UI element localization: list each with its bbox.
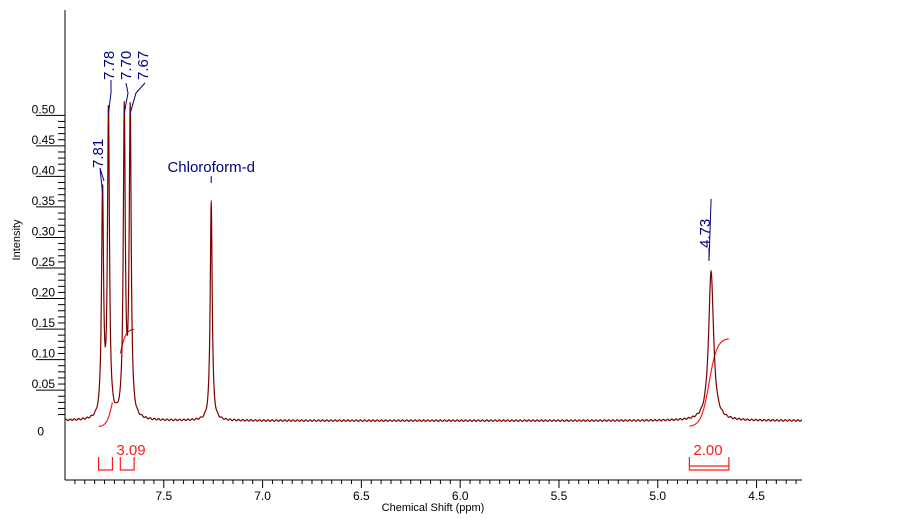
y-tick-label: 0.10 (32, 347, 56, 361)
spectrum-peak-point (210, 200, 212, 202)
y-tick-label: 0.20 (32, 286, 56, 300)
y-tick-label: 0.05 (32, 377, 56, 391)
x-tick-label: 5.0 (649, 489, 666, 503)
x-tick-label: 7.5 (155, 489, 172, 503)
integral-curve (689, 338, 729, 427)
peak-leader-line (123, 82, 129, 114)
x-axis: 7.5 7.0 6.5 6.0 5.5 5.0 4.5 (65, 479, 802, 503)
spectrum-line (64, 101, 803, 422)
integral-curves (97, 328, 730, 471)
spectrum-series (64, 101, 803, 422)
y-tick-label: 0.30 (32, 224, 56, 238)
y-axis: 0 0.05 0.10 0.15 0.20 0.25 0.30 0.35 0.40 0.45 0.5… (32, 10, 66, 480)
y-axis-title: Intensity (11, 219, 23, 260)
peak-leader-line (129, 82, 146, 114)
x-tick-label: 5.5 (551, 489, 568, 503)
y-tick-label: 0.50 (32, 102, 56, 116)
peak-label: 7.81 (90, 139, 107, 168)
spectrum-peak-point (123, 114, 125, 116)
spectrum-peak-point (107, 114, 110, 116)
y-tick-label: 0 (37, 425, 44, 439)
integral-labels: 3.09 2.00 (116, 442, 722, 459)
y-tick-label: 0.45 (32, 133, 56, 147)
x-tick-label: 6.5 (353, 489, 370, 503)
peak-label: 7.70 (118, 51, 135, 80)
peak-leader-line (708, 198, 712, 262)
y-tick-label: 0.15 (32, 316, 56, 330)
spectrum-peak-point (101, 194, 104, 196)
peak-leader-line (107, 80, 112, 114)
spectrum-peak-point (710, 270, 712, 272)
x-tick-label: 6.0 (452, 489, 469, 503)
y-tick-label: 0.25 (32, 255, 56, 269)
y-tick-label: 0.40 (32, 163, 56, 177)
peak-leader-line (99, 167, 105, 193)
integral-bracket (688, 457, 730, 471)
solvent-label: Chloroform-d (167, 159, 255, 176)
x-axis-title: Chemical Shift (ppm) (382, 502, 485, 514)
integral-curve (98, 402, 114, 428)
peak-label: 4.73 (697, 219, 714, 248)
spectrum-peak-point (129, 114, 131, 116)
integral-value-label: 3.09 (116, 442, 145, 459)
peak-label: 7.67 (135, 51, 152, 80)
y-tick-label: 0.35 (32, 194, 56, 208)
x-tick-label: 4.5 (748, 489, 765, 503)
peak-label: 7.78 (101, 51, 118, 80)
integral-bracket (119, 457, 135, 471)
integral-value-label: 2.00 (693, 442, 722, 459)
peak-labels: 7.81 7.78 7.70 7.67 4.73 Chloroform-d (90, 51, 714, 262)
integral-bracket (97, 457, 114, 471)
x-tick-label: 7.0 (254, 489, 271, 503)
